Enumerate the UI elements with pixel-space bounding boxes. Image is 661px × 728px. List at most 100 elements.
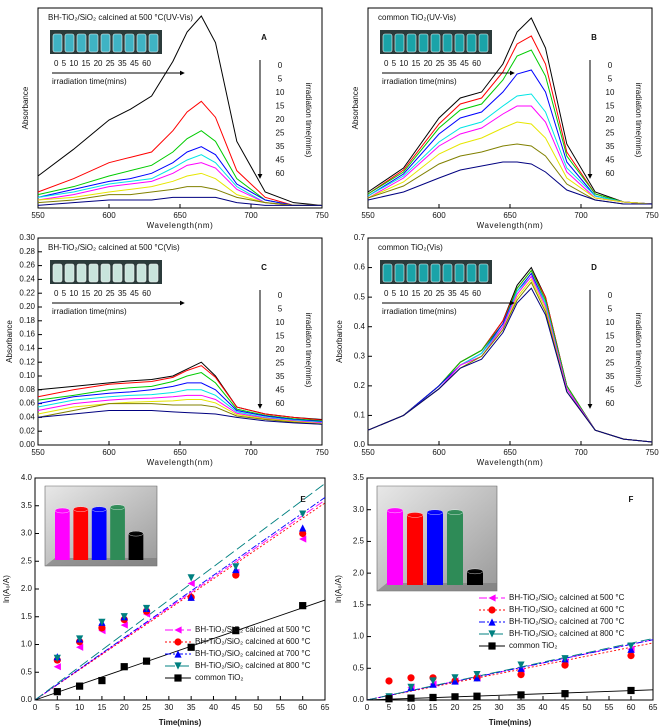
- y-tick-label: 0.10: [19, 371, 35, 380]
- x-tick-label: 750: [645, 448, 659, 457]
- panel-letter: E: [300, 495, 306, 504]
- point: [517, 691, 525, 699]
- legend-entry: 35: [606, 372, 615, 381]
- inset-caption: irradiation time(mins): [52, 77, 127, 86]
- point: [561, 661, 569, 669]
- point: [561, 690, 569, 698]
- y-tick-label: 2.5: [21, 556, 33, 565]
- point: [299, 529, 307, 538]
- legend-entry: 0: [278, 61, 283, 70]
- x-tick-label: 700: [244, 448, 258, 457]
- legend-entry: 10: [606, 318, 615, 327]
- inset-bar: [387, 510, 403, 585]
- x-tick-label: 25: [473, 703, 482, 712]
- legend-marker: [174, 638, 182, 646]
- x-tick-label: 650: [173, 448, 187, 457]
- vial: [148, 263, 159, 283]
- point: [627, 652, 635, 660]
- spectrum-line: [37, 365, 323, 421]
- x-tick-label: 550: [361, 211, 375, 220]
- legend-entry: 0: [278, 291, 283, 300]
- inset-labels: 0 5 10 15 20 25 35 45 60: [384, 59, 482, 68]
- chart-title: BH-TiO₂/SiO₂ calcined at 500 °C(UV-Vis): [48, 13, 193, 22]
- legend-entry: 25: [606, 129, 615, 138]
- x-tick-label: 65: [321, 703, 330, 712]
- x-tick-label: 50: [583, 703, 592, 712]
- point: [120, 663, 128, 671]
- vial: [136, 263, 147, 283]
- point: [627, 642, 635, 650]
- x-tick-label: 650: [173, 211, 187, 220]
- y-tick-label: 2.5: [353, 537, 365, 546]
- point: [473, 671, 481, 679]
- legend-entry: 20: [606, 115, 615, 124]
- inset-bar: [407, 514, 423, 585]
- legend-marker: [488, 594, 496, 602]
- legend-marker: [488, 642, 496, 650]
- inset-bar: [427, 512, 443, 585]
- x-tick-label: 700: [574, 211, 588, 220]
- y-tick-label: 0.1: [354, 411, 366, 420]
- inset-labels: 0 5 10 15 20 25 35 45 60: [384, 289, 482, 298]
- inset-labels: 0 5 10 15 20 25 35 45 60: [54, 59, 152, 68]
- legend-entry: 10: [606, 88, 615, 97]
- x-tick-label: 55: [276, 703, 285, 712]
- legend-entry: 45: [606, 156, 615, 165]
- y-tick-label: 0.18: [19, 316, 35, 325]
- point: [627, 686, 635, 695]
- inset-bar-top: [73, 506, 89, 512]
- vial: [430, 33, 441, 53]
- legend-label: BH-TiO₂/SiO₂ calcined at 600 °C: [195, 637, 311, 646]
- vial: [478, 263, 489, 283]
- x-tick-label: 600: [102, 211, 116, 220]
- y-tick-label: 0.06: [19, 399, 35, 408]
- x-tick-label: 600: [102, 448, 116, 457]
- point: [142, 604, 151, 613]
- x-tick-label: 35: [517, 703, 526, 712]
- x-tick-label: 700: [244, 211, 258, 220]
- x-tick-label: 0: [33, 703, 38, 712]
- inset-bar: [55, 510, 70, 560]
- point: [407, 694, 415, 702]
- point: [120, 613, 128, 621]
- legend-entry: 5: [278, 305, 283, 314]
- inset-bar: [467, 571, 483, 585]
- fit-line: [34, 497, 326, 701]
- vial: [454, 263, 465, 283]
- spectrum-line: [37, 372, 323, 422]
- x-tick-label: 550: [361, 448, 375, 457]
- vial: [430, 263, 441, 283]
- x-tick-label: 10: [75, 703, 84, 712]
- inset-caption: irradiation time(mins): [382, 77, 457, 86]
- vial: [406, 33, 417, 53]
- spectrum-line: [37, 394, 323, 424]
- point: [429, 677, 437, 685]
- x-tick-label: 50: [254, 703, 263, 712]
- y-tick-label: 0.26: [19, 261, 35, 270]
- vial: [466, 263, 477, 283]
- point: [98, 624, 106, 632]
- x-tick-label: 60: [627, 703, 636, 712]
- legend-label: BH-TiO₂/SiO₂ calcined at 600 °C: [509, 605, 625, 614]
- point: [53, 688, 61, 696]
- point: [517, 671, 525, 679]
- vial: [418, 263, 429, 283]
- vial: [418, 33, 429, 53]
- spectrum-line: [367, 287, 653, 443]
- vial: [478, 33, 489, 53]
- y-tick-label: 0.2: [354, 381, 366, 390]
- point: [299, 602, 307, 610]
- y-tick-label: 0.08: [19, 385, 35, 394]
- point: [299, 510, 307, 518]
- point: [98, 676, 106, 685]
- x-tick-label: 5: [55, 703, 60, 712]
- legend-entry: 15: [276, 332, 285, 341]
- legend-marker: [174, 626, 182, 634]
- inset-bar: [73, 509, 89, 560]
- x-tick-label: 650: [503, 211, 517, 220]
- legend-entry: 20: [276, 115, 285, 124]
- y-tick-label: 3.5: [21, 501, 33, 510]
- inset-bar-top: [109, 504, 126, 510]
- vial: [454, 33, 465, 53]
- vial: [64, 263, 75, 283]
